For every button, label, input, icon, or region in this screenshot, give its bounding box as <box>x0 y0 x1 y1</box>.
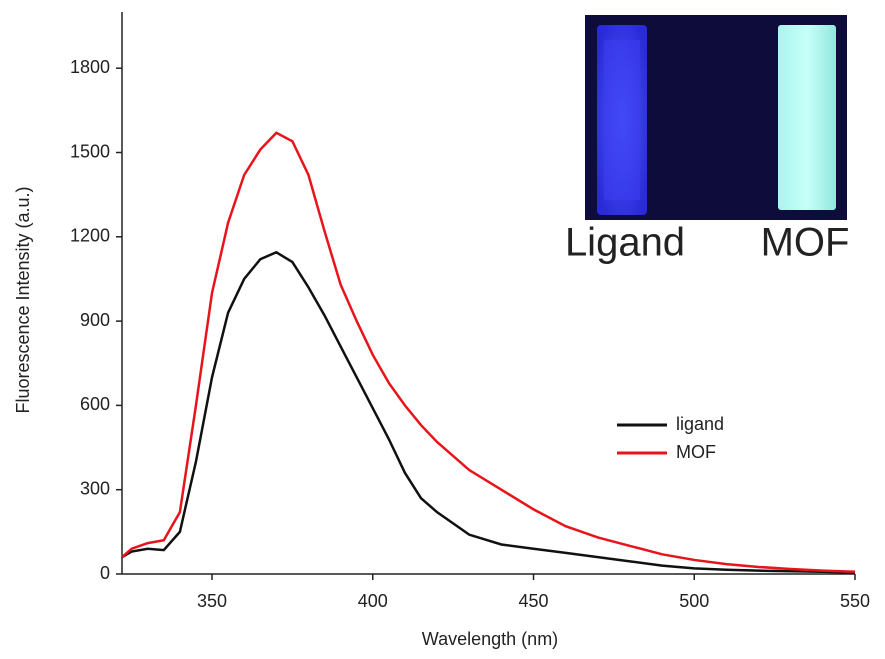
y-tick-label: 0 <box>100 563 110 583</box>
y-tick-label: 1800 <box>70 57 110 77</box>
x-tick-label: 500 <box>679 591 709 611</box>
y-tick-label: 1200 <box>70 226 110 246</box>
inset-photo <box>585 15 847 220</box>
y-tick-label: 300 <box>80 478 110 498</box>
x-axis-title: Wavelength (nm) <box>422 629 558 649</box>
data-line <box>121 250 856 574</box>
inset-label: MOF <box>761 221 850 265</box>
y-tick-label: 900 <box>80 310 110 330</box>
x-tick-label: 350 <box>197 591 227 611</box>
y-tick-label: 1500 <box>70 141 110 161</box>
y-tick-label: 600 <box>80 394 110 414</box>
legend-label: ligand <box>676 414 724 434</box>
x-tick-label: 400 <box>358 591 388 611</box>
x-tick-label: 550 <box>840 591 870 611</box>
x-tick-label: 450 <box>518 591 548 611</box>
data-line <box>121 131 856 574</box>
y-axis-title: Fluorescence Intensity (a.u.) <box>13 186 33 413</box>
legend-label: MOF <box>676 442 716 462</box>
inset-label: Ligand <box>565 221 685 265</box>
